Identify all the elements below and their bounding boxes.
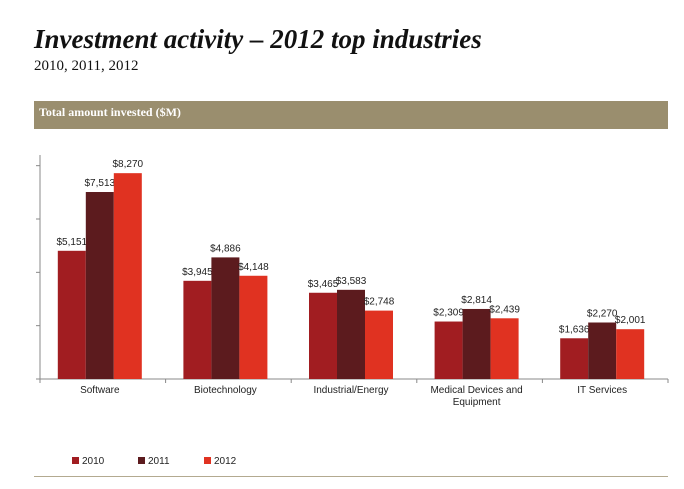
data-label: $8,270: [113, 159, 144, 170]
data-label: $3,583: [336, 276, 367, 287]
bottom-divider: [34, 476, 668, 477]
x-tick-label: Industrial/Energy: [313, 385, 388, 396]
bar-2010-2: [183, 280, 212, 379]
x-tick-label: Software: [80, 385, 120, 396]
legend-label-2010: 2010: [82, 456, 105, 467]
bar-2012-3: [365, 310, 393, 379]
page-title: Investment activity – 2012 top industrie…: [34, 24, 482, 54]
data-label: $4,886: [210, 243, 241, 254]
bar-2010-4: [434, 321, 463, 379]
bar-2011-5: [588, 322, 617, 379]
x-tick-label: Equipment: [453, 397, 501, 408]
bar-2011-2: [211, 257, 240, 379]
legend-swatch-2012: [204, 457, 211, 464]
bar-2012-5: [616, 329, 645, 379]
bar-2011-3: [337, 289, 365, 379]
legend-label-2011: 2011: [148, 456, 170, 467]
bar-2010-5: [560, 338, 589, 379]
legend-label-2012: 2012: [214, 456, 237, 467]
data-label: $2,001: [615, 315, 646, 326]
data-label: $2,748: [364, 297, 395, 308]
bar-2012-2: [239, 275, 268, 379]
bar-2011-1: [85, 192, 114, 379]
data-label: $1,636: [559, 324, 590, 335]
data-label: $2,814: [461, 295, 492, 306]
bar-2010-3: [309, 292, 337, 379]
data-label: $4,148: [238, 262, 269, 273]
legend-swatch-2010: [72, 457, 79, 464]
legend-swatch-2011: [138, 457, 145, 464]
x-tick-label: IT Services: [577, 385, 627, 396]
x-tick-label: Biotechnology: [194, 385, 257, 396]
page-subtitle: 2010, 2011, 2012: [34, 58, 139, 74]
data-label: $7,513: [85, 178, 116, 189]
data-label: $3,945: [182, 267, 213, 278]
data-label: $5,151: [57, 237, 88, 248]
data-label: $2,439: [489, 304, 520, 315]
bar-2012-4: [490, 318, 519, 379]
bar-2012-1: [113, 173, 142, 379]
x-tick-label: Medical Devices and: [430, 385, 522, 396]
data-label: $3,465: [308, 279, 339, 290]
chart-banner: Total amount invested ($M): [34, 101, 668, 129]
bar-2010-1: [57, 250, 86, 379]
data-label: $2,270: [587, 309, 618, 320]
chart-banner-title: Total amount invested ($M): [39, 105, 181, 119]
bar-2011-4: [462, 308, 491, 379]
data-label: $2,309: [433, 308, 464, 319]
